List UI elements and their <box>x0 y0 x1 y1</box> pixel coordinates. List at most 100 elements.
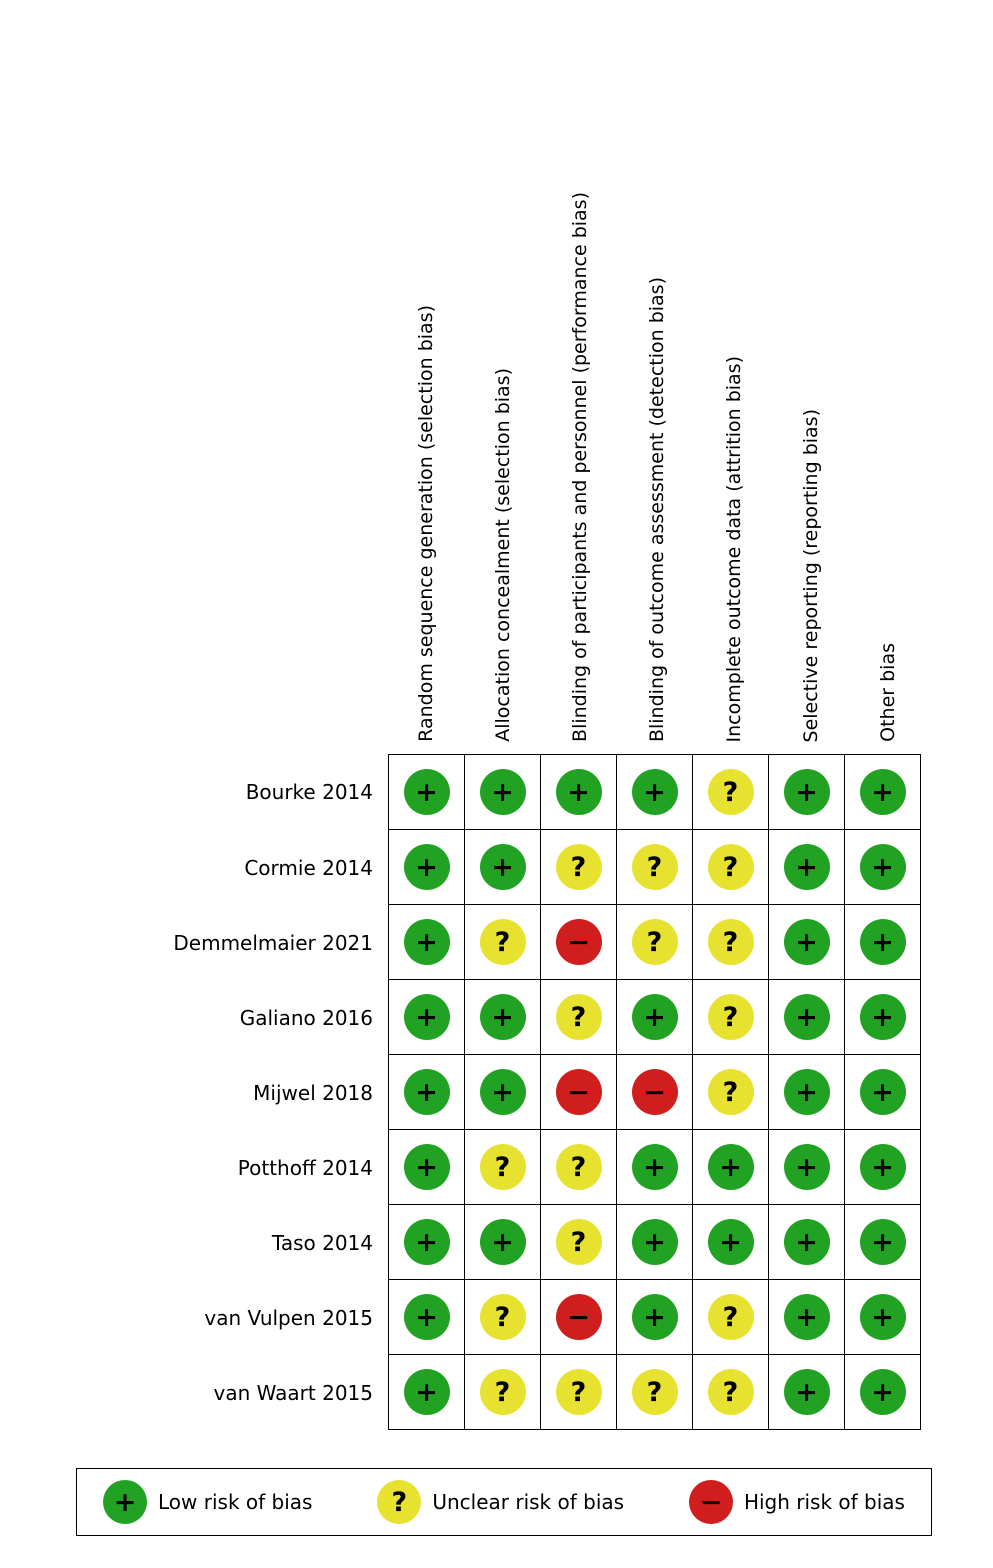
risk-symbol: ? <box>646 1376 663 1408</box>
low-risk-icon: + <box>859 1069 906 1115</box>
risk-symbol: + <box>643 1151 666 1183</box>
risk-symbol: + <box>719 1226 742 1258</box>
risk-cell: + <box>844 829 921 905</box>
column-headers: Random sequence generation (selection bi… <box>388 192 927 754</box>
risk-cell: + <box>616 979 693 1055</box>
risk-cell: + <box>768 829 845 905</box>
high-risk-icon: − <box>555 919 602 965</box>
column-header-label: Blinding of participants and personnel (… <box>569 192 591 742</box>
table-row: Taso 2014 + +? + + + + <box>0 1204 993 1280</box>
risk-symbol: ? <box>722 1301 739 1333</box>
risk-symbol: + <box>491 1076 514 1108</box>
risk-symbol: ? <box>570 851 587 883</box>
risk-symbol: + <box>491 776 514 808</box>
risk-cell: + <box>768 1204 845 1280</box>
study-label: Cormie 2014 <box>244 855 373 880</box>
low-risk-icon: + <box>631 769 678 815</box>
risk-symbol: − <box>699 1486 723 1518</box>
risk-cell: + <box>388 1279 465 1355</box>
risk-cell: + <box>768 1354 845 1430</box>
risk-cell: + <box>388 979 465 1055</box>
low-risk-icon: + <box>403 994 450 1040</box>
unclear-risk-icon: ? <box>377 1480 422 1524</box>
risk-symbol: + <box>871 926 894 958</box>
low-risk-icon: + <box>403 769 450 815</box>
column-header: Allocation concealment (selection bias) <box>465 192 542 754</box>
study-label: Bourke 2014 <box>245 780 373 804</box>
column-header: Incomplete outcome data (attrition bias) <box>696 192 773 754</box>
risk-cell: ? <box>464 1129 541 1205</box>
high-risk-icon: − <box>631 1069 678 1115</box>
risk-symbol: ? <box>570 1151 587 1183</box>
low-risk-icon: + <box>783 1219 830 1265</box>
risk-cell: + <box>768 1279 845 1355</box>
risk-symbol: + <box>643 1301 666 1333</box>
risk-cell: + <box>464 979 541 1055</box>
risk-symbol: + <box>795 851 818 883</box>
legend-label: Unclear risk of bias <box>432 1490 625 1514</box>
table-row: Mijwel 2018 + + − −? + + <box>0 1054 993 1130</box>
legend-item: + Low risk of bias <box>103 1480 312 1524</box>
low-risk-icon: + <box>479 769 526 815</box>
low-risk-icon: + <box>555 769 602 815</box>
legend-item: − High risk of bias <box>688 1480 905 1524</box>
risk-cell: + <box>692 1204 769 1280</box>
risk-symbol: + <box>795 1151 818 1183</box>
risk-cell: + <box>768 1054 845 1130</box>
risk-symbol: ? <box>646 851 663 883</box>
low-risk-icon: + <box>783 1144 830 1190</box>
column-header: Other bias <box>850 192 927 754</box>
table-row: Galiano 2016 + +? +? + + <box>0 979 993 1055</box>
low-risk-icon: + <box>783 1069 830 1115</box>
risk-cell: + <box>844 979 921 1055</box>
low-risk-icon: + <box>479 844 526 890</box>
risk-cell: − <box>540 1054 617 1130</box>
column-header-label: Random sequence generation (selection bi… <box>415 305 437 742</box>
low-risk-icon: + <box>403 1294 450 1340</box>
risk-cell: ? <box>616 1354 693 1430</box>
unclear-risk-icon: ? <box>555 1144 602 1190</box>
risk-symbol: + <box>415 1076 438 1108</box>
column-header-label: Allocation concealment (selection bias) <box>492 368 514 742</box>
column-header: Blinding of outcome assessment (detectio… <box>619 192 696 754</box>
risk-symbol: + <box>871 1001 894 1033</box>
risk-cell: ? <box>692 979 769 1055</box>
risk-symbol: + <box>871 776 894 808</box>
low-risk-icon: + <box>859 769 906 815</box>
unclear-risk-icon: ? <box>631 919 678 965</box>
risk-symbol: + <box>719 1151 742 1183</box>
risk-symbol: + <box>491 1226 514 1258</box>
risk-symbol: ? <box>570 1376 587 1408</box>
risk-cell: + <box>388 829 465 905</box>
column-header-label: Blinding of outcome assessment (detectio… <box>646 276 668 742</box>
risk-symbol: + <box>871 1151 894 1183</box>
low-risk-icon: + <box>859 994 906 1040</box>
legend-label: Low risk of bias <box>158 1490 313 1514</box>
risk-cell: + <box>768 754 845 830</box>
column-header-label: Incomplete outcome data (attrition bias) <box>723 355 745 742</box>
unclear-risk-icon: ? <box>707 769 754 815</box>
risk-symbol: ? <box>494 1151 511 1183</box>
low-risk-icon: + <box>783 994 830 1040</box>
risk-cell: ? <box>692 1354 769 1430</box>
risk-cell: − <box>540 1279 617 1355</box>
risk-symbol: + <box>871 1076 894 1108</box>
risk-symbol: ? <box>722 1001 739 1033</box>
risk-symbol: + <box>795 1001 818 1033</box>
risk-symbol: + <box>491 851 514 883</box>
risk-symbol: + <box>415 1301 438 1333</box>
risk-cell: + <box>464 1204 541 1280</box>
risk-cell: ? <box>616 829 693 905</box>
risk-cell: + <box>616 1129 693 1205</box>
risk-symbol: + <box>415 926 438 958</box>
risk-cell: + <box>464 829 541 905</box>
risk-cell: ? <box>464 904 541 980</box>
low-risk-icon: + <box>403 1369 450 1415</box>
low-risk-icon: + <box>859 1294 906 1340</box>
risk-symbol: + <box>795 1376 818 1408</box>
unclear-risk-icon: ? <box>707 1294 754 1340</box>
risk-cell: + <box>616 754 693 830</box>
low-risk-icon: + <box>859 1219 906 1265</box>
risk-symbol: + <box>113 1486 137 1518</box>
risk-symbol: ? <box>722 1376 739 1408</box>
